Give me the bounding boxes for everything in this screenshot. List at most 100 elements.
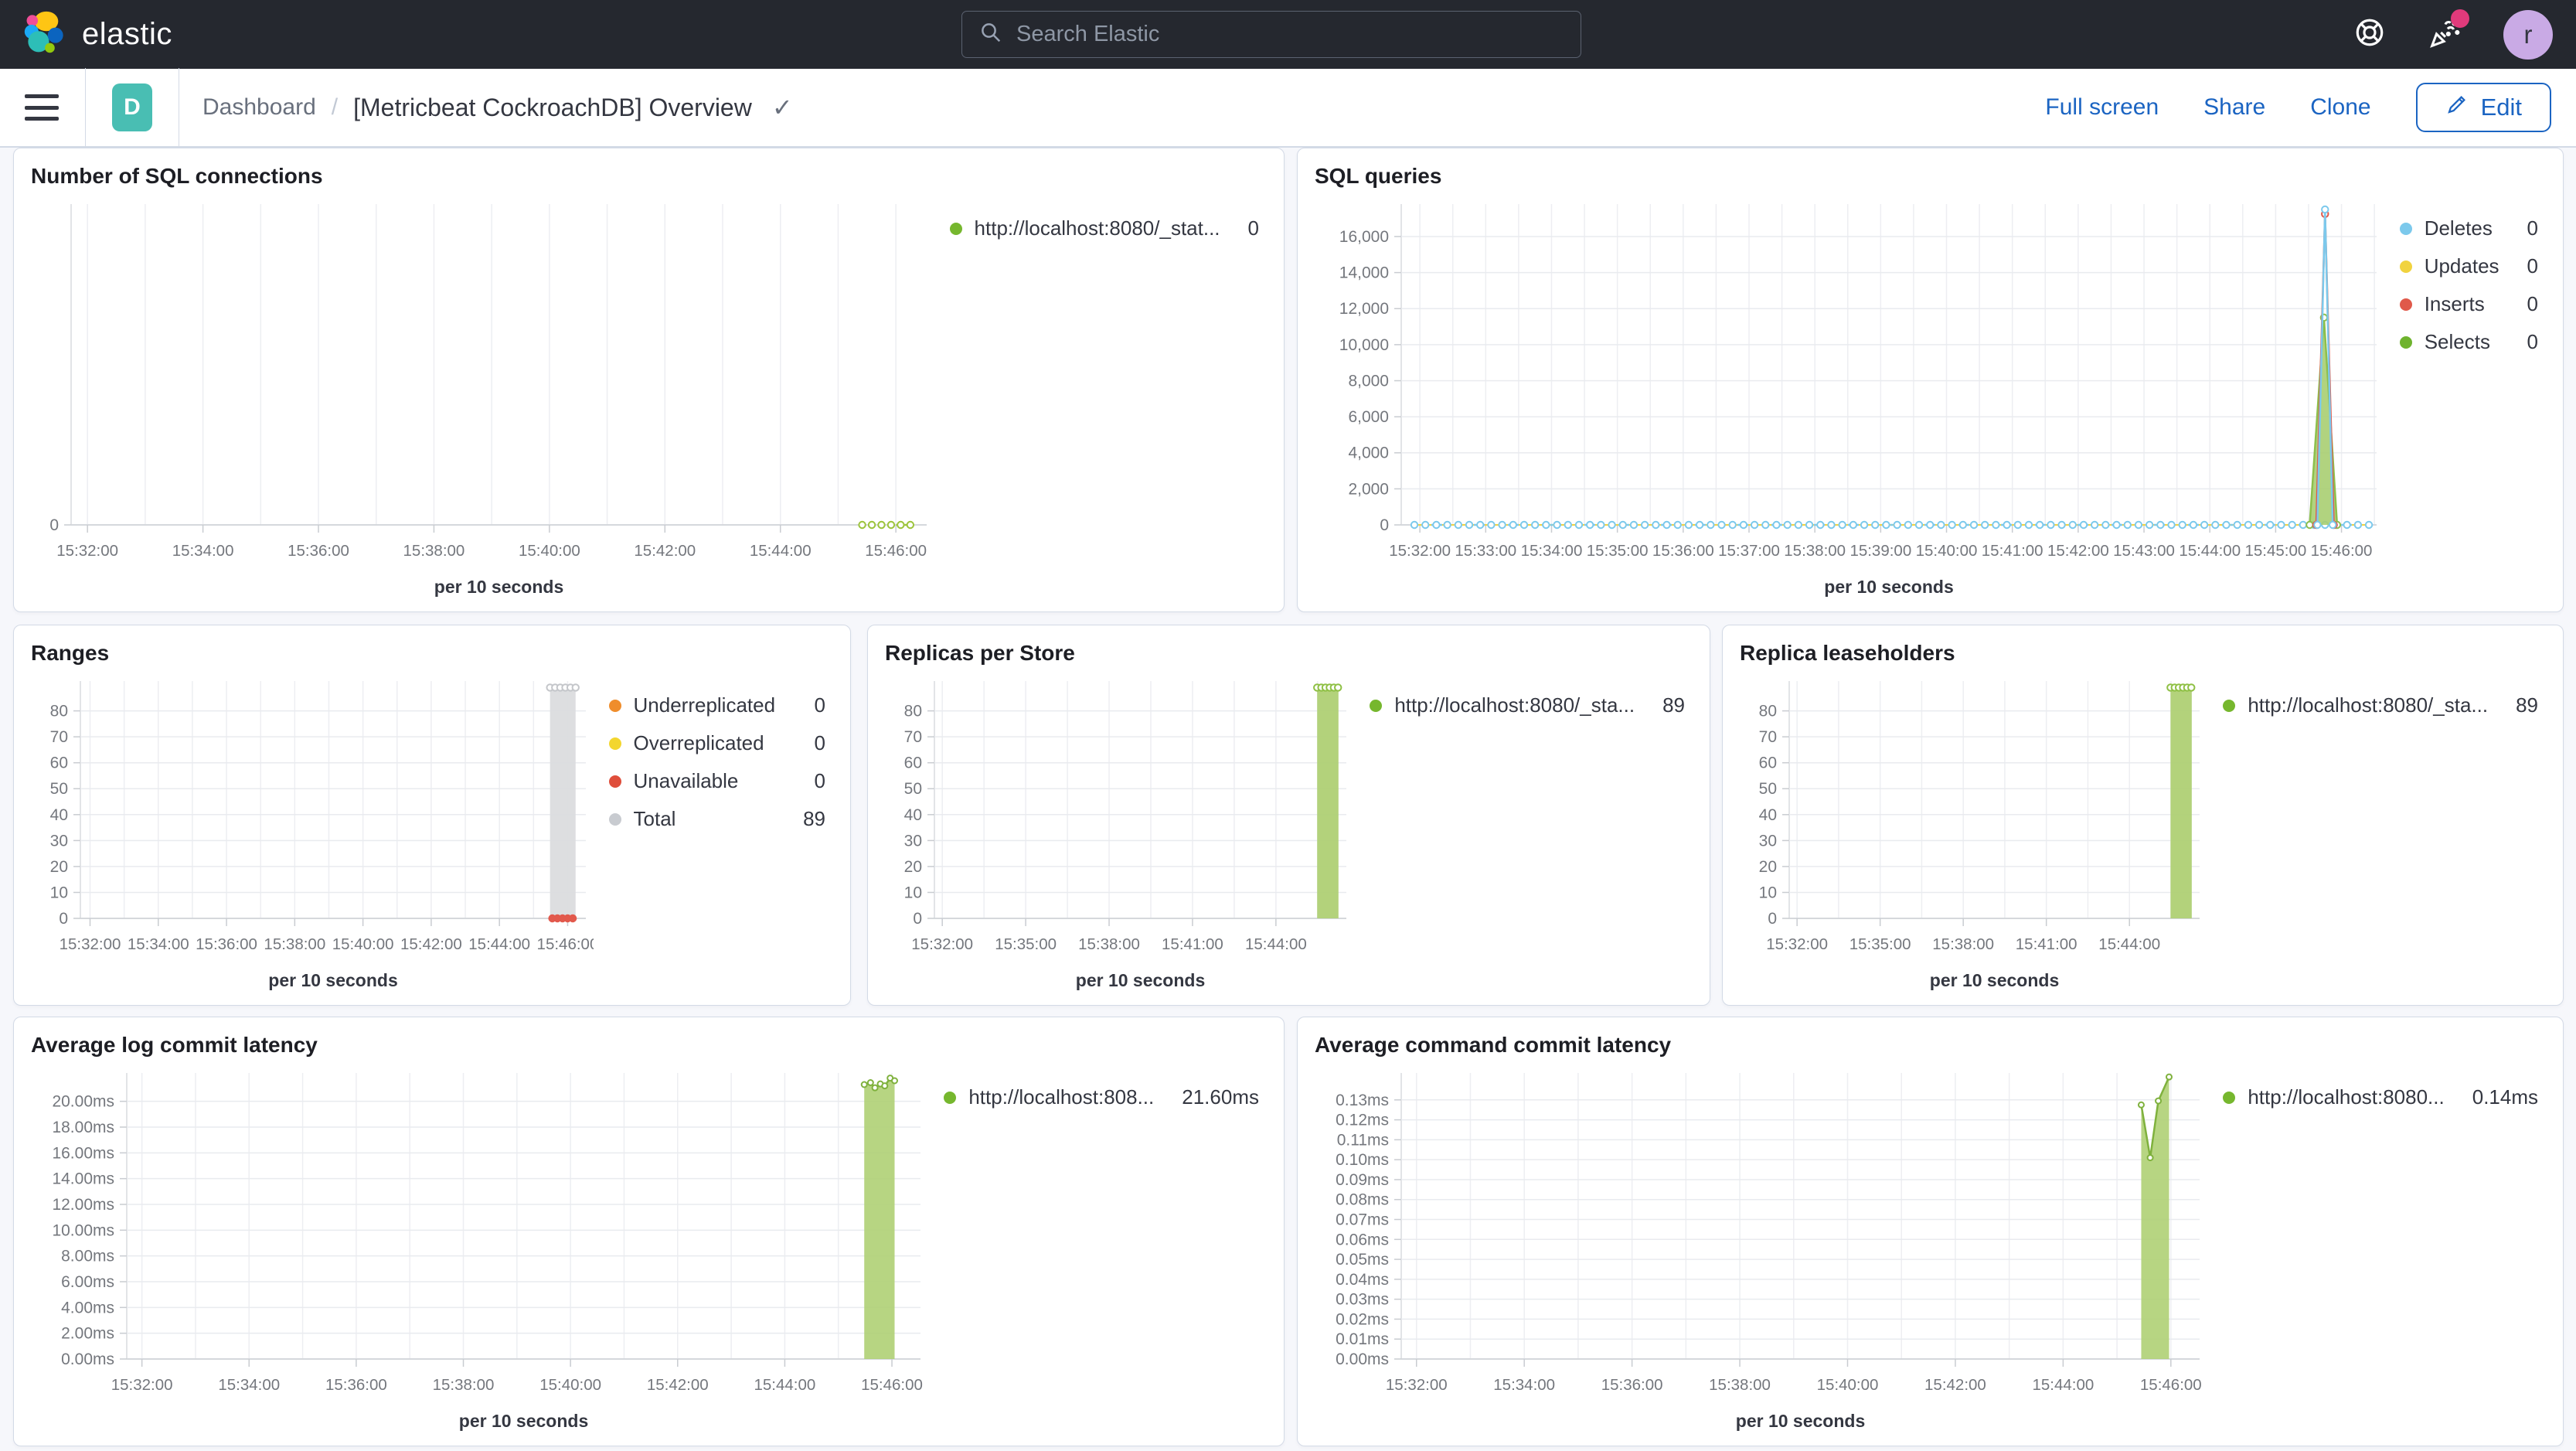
svg-text:70: 70	[904, 728, 922, 746]
chart-plot-area[interactable]: 0 15:32:00 15:34:00 15:36:00 15:38:00 15:40:0…	[31, 193, 934, 602]
panel-average-command-commit-latency: Average command commit latency 0.00ms 0.0…	[1297, 1017, 2564, 1446]
svg-text:15:32:00: 15:32:00	[60, 935, 121, 953]
panel-title[interactable]: Average log commit latency	[31, 1033, 318, 1057]
chart-plot-area[interactable]: 0 10 20 30 40 50 60 70 80 15:32:00 15:35:00 15:38:0…	[1740, 670, 2207, 996]
chart-plot-area[interactable]: 0.00ms 2.00ms 4.00ms 6.00ms 8.00ms 10.00ms 12.…	[31, 1062, 928, 1436]
svg-text:80: 80	[904, 703, 922, 720]
svg-text:10: 10	[904, 884, 922, 901]
legend-item[interactable]: Total	[608, 807, 776, 831]
legend-label: http://localhost:808...	[968, 1085, 1155, 1109]
svg-text:per 10 seconds: per 10 seconds	[1076, 970, 1205, 990]
svg-text:15:35:00: 15:35:00	[1849, 935, 1911, 953]
legend-item[interactable]: http://localhost:8080/_sta...	[2223, 693, 2488, 717]
legend-value: 0	[2527, 216, 2538, 240]
svg-text:15:44:00: 15:44:00	[468, 935, 530, 953]
full-screen-button[interactable]: Full screen	[2045, 94, 2159, 120]
svg-text:0.03ms: 0.03ms	[1336, 1291, 1389, 1309]
legend-label: Total	[633, 807, 676, 830]
legend-item[interactable]: Inserts	[2399, 292, 2499, 316]
svg-text:40: 40	[1759, 806, 1777, 824]
svg-text:18.00ms: 18.00ms	[52, 1119, 114, 1136]
space-badge[interactable]: D	[112, 83, 152, 131]
legend-value: 89	[1662, 693, 1685, 717]
legend-value: 0	[2527, 330, 2538, 353]
svg-text:30: 30	[50, 832, 68, 850]
clone-button[interactable]: Clone	[2310, 94, 2371, 120]
chart-plot-area[interactable]: 0 10 20 30 40 50 60 70 80 15:32:00 15:35:00 15:38:0…	[885, 670, 1354, 996]
svg-text:14,000: 14,000	[1339, 264, 1389, 282]
search-icon	[979, 21, 1002, 48]
svg-text:40: 40	[50, 806, 68, 824]
svg-text:30: 30	[904, 832, 922, 850]
svg-text:15:40:00: 15:40:00	[1916, 542, 1978, 560]
legend-swatch-icon	[608, 812, 621, 826]
svg-text:15:44:00: 15:44:00	[1245, 935, 1307, 953]
chart-plot-area[interactable]: 0.00ms 0.01ms 0.02ms 0.03ms 0.04ms 0.05ms 0.06…	[1315, 1062, 2207, 1436]
svg-text:15:46:00: 15:46:00	[2140, 1376, 2202, 1394]
chart-legend: Underreplicated 0 Overreplicated 0 Unavailab…	[594, 670, 833, 996]
legend-value: 0	[814, 731, 825, 754]
svg-text:15:46:00: 15:46:00	[865, 542, 927, 560]
panel-title[interactable]: Replica leaseholders	[1740, 641, 1955, 665]
svg-text:15:36:00: 15:36:00	[1601, 1376, 1663, 1394]
svg-text:15:45:00: 15:45:00	[2244, 542, 2306, 560]
svg-text:per 10 seconds: per 10 seconds	[1824, 577, 1953, 597]
panel-title[interactable]: Average command commit latency	[1315, 1033, 1672, 1057]
chart-legend: http://localhost:8080/_sta... 89	[1354, 670, 1693, 996]
breadcrumb-dashboard[interactable]: Dashboard	[202, 94, 316, 120]
panel-replicas-per-store: Replicas per Store 0 10 20 30 40 50 60 70 80 15:3…	[867, 625, 1710, 1006]
legend-value: 0	[2527, 254, 2538, 278]
svg-text:15:38:00: 15:38:00	[1932, 935, 1994, 953]
elastic-logo[interactable]: elastic	[23, 10, 172, 59]
panel-title[interactable]: SQL queries	[1315, 164, 1442, 188]
svg-text:15:44:00: 15:44:00	[2098, 935, 2160, 953]
svg-text:0.11ms: 0.11ms	[1337, 1131, 1389, 1149]
legend-item[interactable]: Deletes	[2399, 216, 2499, 240]
svg-text:15:35:00: 15:35:00	[1587, 542, 1649, 560]
brand-name: elastic	[82, 17, 172, 51]
legend-swatch-icon	[2223, 699, 2236, 712]
global-search[interactable]	[961, 11, 1581, 58]
svg-text:15:32:00: 15:32:00	[56, 542, 118, 560]
svg-text:8,000: 8,000	[1348, 372, 1389, 390]
legend-item[interactable]: Updates	[2399, 254, 2499, 278]
svg-text:15:33:00: 15:33:00	[1455, 542, 1516, 560]
legend-item[interactable]: Selects	[2399, 330, 2499, 354]
svg-text:50: 50	[1759, 780, 1777, 798]
chart-plot-area[interactable]: 0 10 20 30 40 50 60 70 80 15:32:00 15:34:00 15:36:0…	[31, 670, 594, 996]
legend-item[interactable]: http://localhost:8080/_sta...	[1370, 693, 1635, 717]
help-button[interactable]	[2352, 17, 2387, 53]
legend-item[interactable]: http://localhost:8080/_stat...	[949, 216, 1220, 240]
chart-plot-area[interactable]: 0 2,000 4,000 6,000 8,000 10,000 12,000 14,000 1…	[1315, 193, 2384, 602]
share-button[interactable]: Share	[2203, 94, 2266, 120]
legend-value: 0	[1247, 216, 1259, 240]
legend-swatch-icon	[2399, 222, 2412, 235]
chart-legend: Deletes 0 Updates 0 Inserts 0 Selects 0	[2384, 193, 2546, 602]
panel-title[interactable]: Ranges	[31, 641, 110, 665]
svg-text:15:44:00: 15:44:00	[2179, 542, 2241, 560]
legend-label: http://localhost:8080...	[2248, 1085, 2445, 1109]
panel-title[interactable]: Replicas per Store	[885, 641, 1075, 665]
page-title[interactable]: [Metricbeat CockroachDB] Overview	[353, 93, 752, 121]
menu-icon[interactable]	[25, 94, 59, 121]
user-avatar[interactable]: r	[2503, 9, 2553, 60]
legend-item[interactable]: http://localhost:8080...	[2223, 1085, 2445, 1109]
legend-item[interactable]: http://localhost:808...	[944, 1085, 1154, 1109]
svg-text:15:40:00: 15:40:00	[539, 1376, 601, 1394]
news-button[interactable]	[2428, 9, 2469, 53]
legend-swatch-icon	[2223, 1091, 2236, 1104]
legend-item[interactable]: Overreplicated	[608, 731, 776, 755]
edit-button[interactable]: Edit	[2415, 83, 2551, 132]
legend-label: http://localhost:8080/_sta...	[1394, 693, 1635, 717]
svg-text:0: 0	[59, 910, 68, 928]
search-input[interactable]	[1016, 22, 1564, 47]
panel-title[interactable]: Number of SQL connections	[31, 164, 323, 188]
legend-item[interactable]: Unavailable	[608, 769, 776, 793]
svg-text:15:40:00: 15:40:00	[519, 542, 580, 560]
panel-replica-leaseholders: Replica leaseholders 0 10 20 30 40 50 60 70 80 15…	[1722, 625, 2564, 1006]
legend-swatch-icon	[608, 775, 621, 788]
edit-button-label: Edit	[2480, 94, 2522, 121]
svg-text:10: 10	[50, 884, 68, 901]
legend-item[interactable]: Underreplicated	[608, 693, 775, 717]
svg-text:10.00ms: 10.00ms	[52, 1221, 114, 1239]
